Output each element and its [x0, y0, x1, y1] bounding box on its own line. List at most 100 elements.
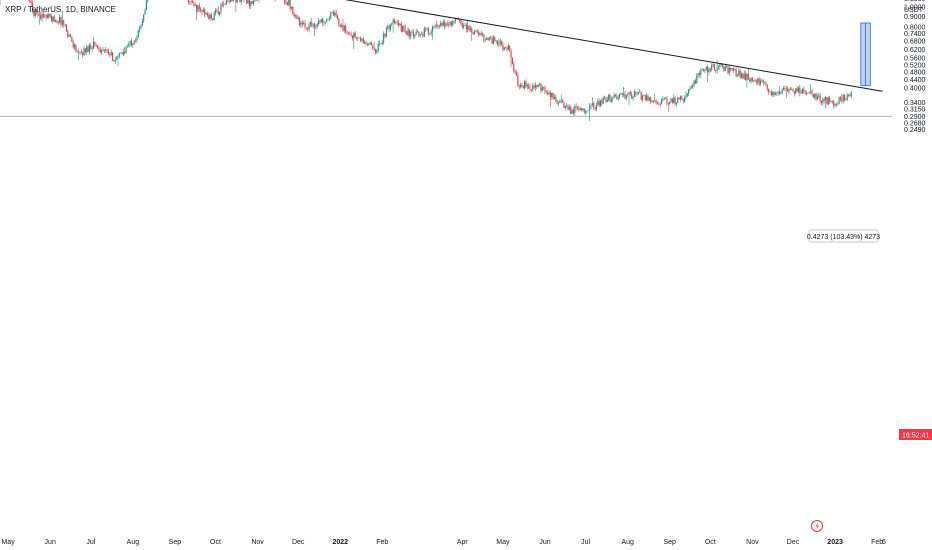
candle-body [678, 97, 680, 100]
candle-body [684, 97, 686, 102]
candle-body [591, 103, 593, 106]
candle-body [204, 9, 206, 15]
candle-body [440, 23, 442, 26]
candle-body [351, 35, 354, 39]
candle-body [349, 33, 351, 34]
candle-body [473, 31, 476, 35]
candle-body [90, 45, 92, 49]
time-tick-label: Jul [581, 539, 590, 546]
candle-body [810, 90, 812, 93]
candle-body [209, 14, 211, 20]
candle-body [545, 91, 547, 93]
candle-body [822, 99, 824, 104]
time-tick-label: Aug [621, 539, 634, 546]
candle-body [190, 1, 192, 3]
candle-body [392, 19, 394, 23]
candle-body [194, 4, 196, 6]
candle-body [844, 95, 846, 101]
candle-body [95, 44, 97, 46]
candle-body [101, 50, 103, 53]
candle-body [206, 13, 208, 16]
candle-body [788, 90, 790, 92]
candle-body [785, 88, 787, 89]
candle-body [781, 89, 783, 93]
candle-body [33, 10, 35, 16]
candle-body [648, 97, 650, 101]
candle-body [543, 87, 545, 88]
candle-body [296, 15, 298, 19]
candle-body [766, 84, 768, 89]
candle-body [506, 47, 508, 50]
candle-body [82, 52, 84, 56]
candle-body [572, 109, 574, 114]
candle-body [136, 37, 138, 41]
candle-body [236, 0, 238, 3]
candle-body [212, 18, 214, 20]
candle-body [191, 1, 194, 4]
candle-body [517, 75, 519, 86]
candle-body [833, 101, 835, 106]
candle-body [532, 85, 534, 90]
candle-body [117, 56, 119, 59]
candle-body [562, 100, 564, 103]
candle-body [297, 17, 299, 19]
candle-body [842, 95, 844, 102]
candle-body [311, 22, 313, 26]
price-tick-label: 0.3400 [904, 100, 926, 107]
candle-body [793, 91, 795, 94]
trendline[interactable] [103, 0, 883, 92]
candle-body [69, 34, 72, 38]
price-tick-label: 1.0000 [904, 5, 926, 12]
candle-body [507, 45, 509, 50]
candle-body [742, 73, 744, 79]
candle-body [736, 75, 739, 76]
candle-body [806, 92, 808, 94]
candle-body [472, 32, 474, 35]
candle-body [452, 20, 454, 26]
candle-body [518, 85, 520, 87]
candle-body [220, 3, 222, 13]
candle-body [704, 69, 706, 72]
time-tick-label: Jul [86, 539, 95, 546]
time-axis[interactable]: May Jun Jul Aug Sep Oct Nov Dec 2022 Feb Apr May Jun… [1, 539, 886, 546]
time-tick-label: Apr [457, 539, 469, 546]
candle-body [693, 80, 695, 86]
candle-body [225, 0, 227, 5]
price-tick-label: 0.7400 [904, 31, 926, 38]
candle-body [829, 97, 831, 102]
candle-body [585, 111, 587, 113]
candle-body [606, 99, 608, 103]
candle-body [467, 26, 469, 30]
lightning-icon[interactable] [811, 520, 823, 532]
candle-body [293, 13, 295, 17]
candle-body [541, 87, 543, 91]
candle-body [662, 98, 664, 100]
price-axis[interactable]: USDT 2.30002.10001.90001.70001.55001.400… [904, 0, 926, 134]
candle-body [290, 6, 293, 9]
candle-body [555, 97, 557, 101]
candle-body [743, 73, 745, 79]
candle-body [574, 105, 576, 114]
candles [0, 0, 852, 122]
candle-body [235, 0, 237, 3]
price-tick-label: 0.4800 [904, 69, 926, 76]
candle-body [647, 95, 649, 101]
candle-body [690, 87, 692, 89]
candle-body [368, 43, 370, 45]
candle-body [846, 95, 848, 100]
candle-body [492, 37, 494, 44]
candle-body [633, 91, 635, 97]
candle-body [41, 13, 43, 19]
candle-body [643, 95, 645, 96]
candle-body [366, 43, 368, 45]
measure-tool[interactable]: 0.4273 (103.43%) 4273 [807, 22, 880, 243]
candle-body [825, 97, 827, 101]
candle-body [789, 88, 791, 91]
candle-body [88, 45, 91, 52]
candle-body [229, 0, 232, 3]
candle-body [650, 97, 652, 102]
candle-body [369, 42, 371, 44]
candle-body [342, 24, 344, 31]
